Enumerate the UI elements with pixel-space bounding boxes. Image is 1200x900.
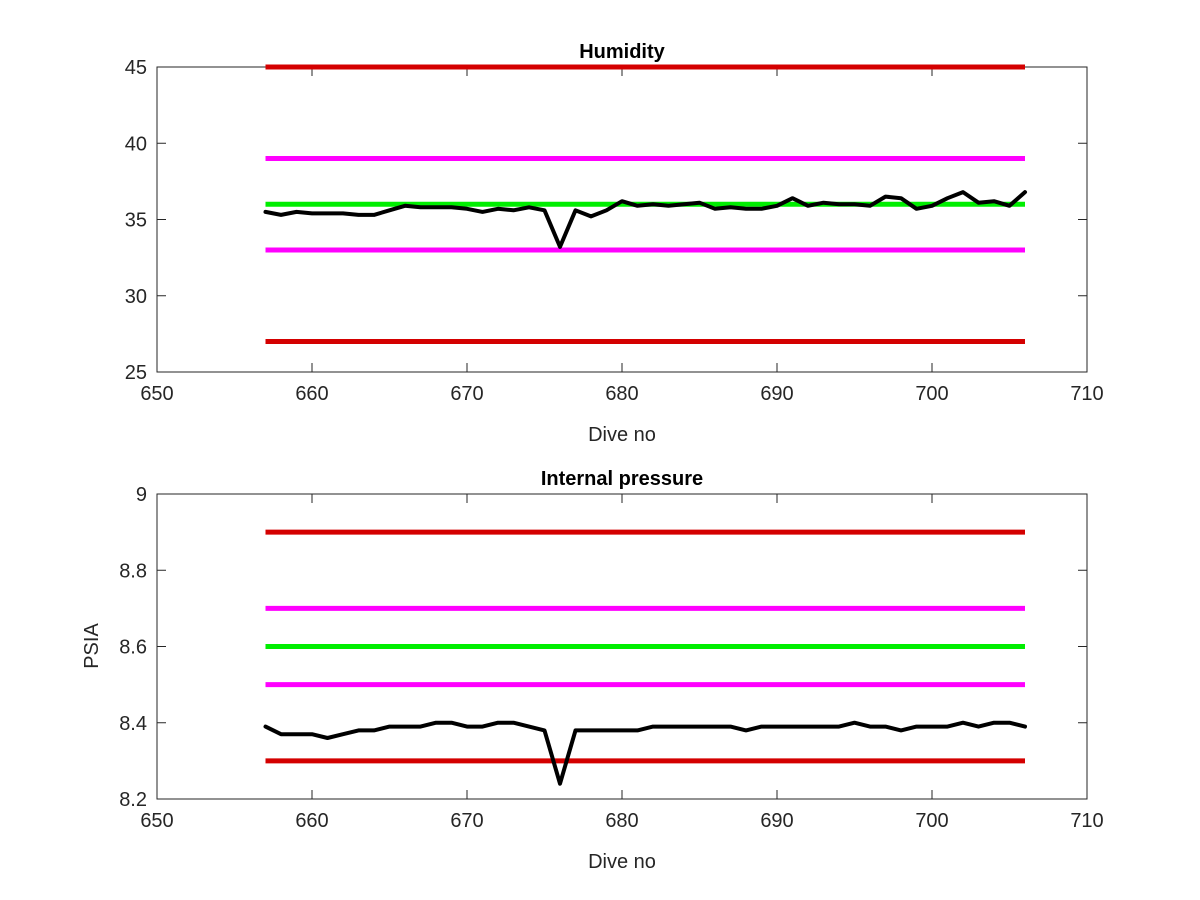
pressure-y-tick-label: 8.8 <box>119 560 147 582</box>
humidity-y-tick-label: 25 <box>125 362 147 384</box>
pressure-x-ticks: 650 660 670 680 690 700 710 <box>140 494 1104 832</box>
internal-pressure-chart: Internal pressure Dive no PSIA 650 660 670… <box>81 468 1104 873</box>
humidity-y-tick-label: 45 <box>125 57 147 79</box>
humidity-series <box>263 190 1027 249</box>
pressure-y-axis-label: PSIA <box>81 623 103 669</box>
pressure-chart-title: Internal pressure <box>541 468 703 490</box>
pressure-x-tick-label: 700 <box>915 810 948 832</box>
pressure-y-ticks: 8.2 8.4 8.6 8.8 9 <box>119 484 1087 811</box>
pressure-x-axis-label: Dive no <box>588 851 656 873</box>
pressure-x-tick-label: 650 <box>140 810 173 832</box>
pressure-x-tick-label: 690 <box>760 810 793 832</box>
humidity-y-tick-label: 40 <box>125 133 147 155</box>
humidity-x-tick-label: 700 <box>915 383 948 405</box>
pressure-reference-lines <box>265 529 1025 764</box>
pressure-y-tick-label: 8.6 <box>119 637 147 659</box>
pressure-y-tick-label: 8.4 <box>119 713 147 735</box>
humidity-x-tick-label: 650 <box>140 383 173 405</box>
humidity-x-tick-label: 680 <box>605 383 638 405</box>
pressure-x-tick-label: 670 <box>450 810 483 832</box>
pressure-data-line <box>263 720 1027 786</box>
humidity-y-ticks: 25 30 35 40 45 <box>125 57 1087 384</box>
pressure-series <box>263 720 1027 786</box>
humidity-x-tick-label: 670 <box>450 383 483 405</box>
humidity-y-tick-label: 30 <box>125 286 147 308</box>
pressure-x-tick-label: 660 <box>295 810 328 832</box>
humidity-chart: Humidity Dive no 650 660 670 680 690 700 710 2… <box>125 41 1104 446</box>
humidity-x-axis-label: Dive no <box>588 424 656 446</box>
pressure-y-tick-label: 9 <box>136 484 147 506</box>
pressure-y-tick-label: 8.2 <box>119 789 147 811</box>
pressure-x-tick-label: 680 <box>605 810 638 832</box>
humidity-chart-title: Humidity <box>579 41 665 63</box>
humidity-x-ticks: 650 660 670 680 690 700 710 <box>140 67 1104 405</box>
humidity-x-tick-label: 690 <box>760 383 793 405</box>
humidity-x-tick-label: 710 <box>1070 383 1103 405</box>
humidity-x-tick-label: 660 <box>295 383 328 405</box>
humidity-data-line <box>263 190 1027 249</box>
humidity-y-tick-label: 35 <box>125 210 147 232</box>
pressure-x-tick-label: 710 <box>1070 810 1103 832</box>
